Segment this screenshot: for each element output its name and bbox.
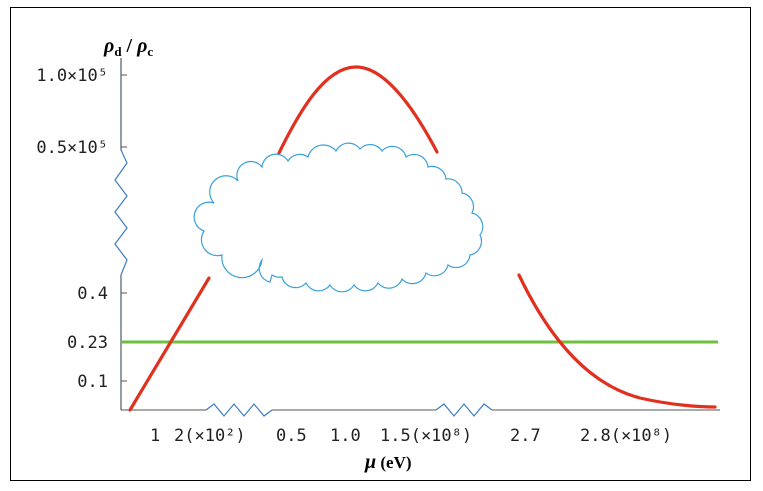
x-axis-break-1 — [205, 403, 273, 417]
y-axis-label: ρd / ρc — [103, 35, 153, 59]
x-axis-break-2 — [435, 403, 493, 417]
cloud-annotation — [193, 142, 484, 293]
x-tick-label: 1 — [150, 426, 160, 446]
x-tick-label: 2.8(×10⁸) — [580, 426, 672, 446]
x-tick-label: 1.0 — [330, 426, 361, 446]
y-tick-label: 0.5×10⁵ — [36, 138, 108, 158]
y-tick-label: 0.23 — [67, 333, 108, 353]
red-curve-right-segment — [517, 273, 717, 409]
y-tick-label: 0.1 — [77, 372, 108, 392]
red-curve-left-segment — [128, 276, 211, 412]
y-ticks: 1.0×10⁵ 0.5×10⁵ 0.4 0.23 0.1 — [36, 66, 127, 392]
y-tick-label: 0.4 — [77, 284, 108, 304]
x-tick-label: 0.5 — [276, 426, 307, 446]
red-curve-peak-segment — [277, 65, 439, 155]
x-tick-label: 1.5(×10⁸) — [380, 426, 472, 446]
y-axis-line — [114, 58, 128, 410]
x-axis-label: μ (eV) — [364, 451, 412, 473]
y-tick-label: 1.0×10⁵ — [36, 66, 108, 86]
x-tick-label: 2.7 — [510, 426, 541, 446]
x-ticks: 1 2(×10²) 0.5 1.0 1.5(×10⁸) 2.7 2.8(×10⁸) — [150, 426, 672, 446]
x-tick-label: 2(×10²) — [174, 426, 246, 446]
